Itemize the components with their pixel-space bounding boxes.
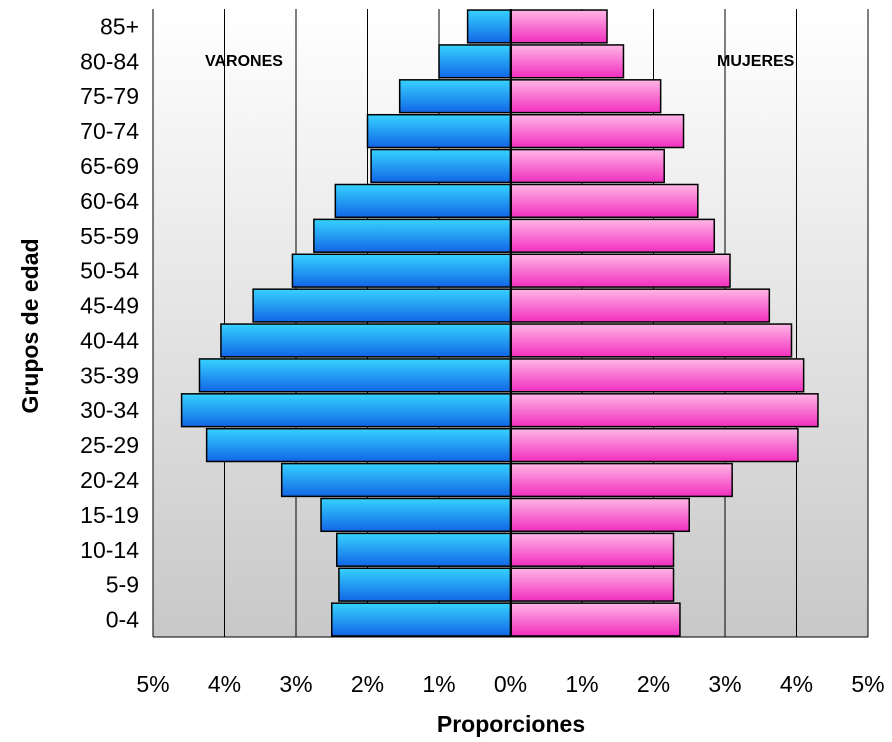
y-tick-label: 10-14 — [80, 537, 139, 563]
y-tick-label: 30-34 — [80, 397, 139, 423]
y-tick-label: 50-54 — [80, 258, 139, 284]
y-axis-title: Grupos de edad — [17, 238, 43, 413]
male-bar-25-29 — [205, 427, 512, 463]
y-tick-labels: 0-4 5-9 10-14 15-19 20-24 25-29 30-34 35-39 40-4… — [80, 13, 139, 632]
male-bar-40-44 — [220, 323, 512, 358]
female-bar-20-24 — [509, 462, 733, 498]
y-tick-label: 85+ — [100, 13, 139, 39]
x-tick-label: 2% — [351, 671, 384, 697]
male-bar-55-59 — [313, 218, 512, 253]
x-tick-label: 4% — [780, 671, 813, 697]
y-tick-label: 55-59 — [80, 223, 139, 249]
x-tick-label: 1% — [565, 671, 598, 697]
x-axis-title: Proporciones — [437, 711, 585, 737]
x-tick-label: 4% — [208, 671, 241, 697]
male-bar-80-84 — [438, 44, 512, 79]
y-tick-label: 15-19 — [80, 502, 139, 528]
male-bar-35-39 — [198, 358, 512, 393]
y-tick-label: 75-79 — [80, 83, 139, 109]
legend-female-label: MUJERES — [717, 53, 795, 70]
female-bar-85+ — [509, 9, 608, 44]
y-tick-label: 65-69 — [80, 153, 139, 179]
female-bar-40-44 — [509, 323, 793, 358]
y-tick-label: 80-84 — [80, 48, 139, 74]
male-bar-15-19 — [320, 497, 512, 533]
male-bar-60-64 — [334, 183, 512, 219]
x-tick-label: 2% — [637, 671, 670, 697]
x-tick-label: 3% — [279, 671, 312, 697]
male-bar-10-14 — [336, 532, 512, 567]
y-tick-label: 0-4 — [106, 607, 139, 633]
male-bar-85+ — [466, 9, 512, 44]
x-tick-label: 0% — [494, 671, 527, 697]
male-bar-0-4 — [331, 602, 512, 637]
female-bar-10-14 — [509, 532, 675, 567]
female-bar-30-34 — [509, 393, 819, 428]
female-bar-45-49 — [509, 288, 771, 323]
y-tick-label: 25-29 — [80, 432, 139, 458]
male-bar-20-24 — [280, 462, 512, 498]
female-bar-50-54 — [509, 253, 731, 288]
y-tick-label: 70-74 — [80, 118, 139, 144]
x-tick-label: 5% — [136, 671, 169, 697]
female-bar-70-74 — [509, 113, 685, 149]
y-tick-label: 20-24 — [80, 467, 139, 493]
grid-lines — [152, 9, 869, 637]
x-tick-label: 1% — [422, 671, 455, 697]
male-bar-65-69 — [370, 148, 512, 184]
male-bar-5-9 — [338, 567, 512, 602]
female-bar-75-79 — [509, 79, 662, 114]
y-tick-label: 60-64 — [80, 188, 139, 214]
female-bar-15-19 — [509, 497, 690, 533]
y-tick-label: 35-39 — [80, 362, 139, 388]
female-bar-65-69 — [509, 148, 665, 184]
male-bar-45-49 — [252, 288, 512, 323]
y-tick-label: 45-49 — [80, 293, 139, 319]
female-bar-60-64 — [509, 183, 699, 219]
bars-group — [180, 9, 819, 637]
female-bar-80-84 — [509, 44, 625, 79]
female-bar-0-4 — [509, 602, 681, 637]
female-bar-35-39 — [509, 358, 805, 393]
male-bar-70-74 — [366, 113, 512, 149]
x-tick-labels: 5% 4% 3% 2% 1% 0% 1% 2% 3% 4% 5% — [136, 671, 884, 697]
male-bar-50-54 — [291, 253, 512, 288]
male-bar-75-79 — [398, 79, 512, 114]
y-tick-label: 40-44 — [80, 327, 139, 353]
female-bar-5-9 — [509, 567, 675, 602]
male-bar-30-34 — [180, 393, 512, 428]
x-tick-label: 5% — [851, 671, 884, 697]
x-tick-label: 3% — [708, 671, 741, 697]
female-bar-55-59 — [509, 218, 716, 253]
female-bar-25-29 — [509, 427, 799, 463]
y-tick-label: 5-9 — [106, 572, 139, 598]
legend-male-label: VARONES — [205, 53, 283, 70]
